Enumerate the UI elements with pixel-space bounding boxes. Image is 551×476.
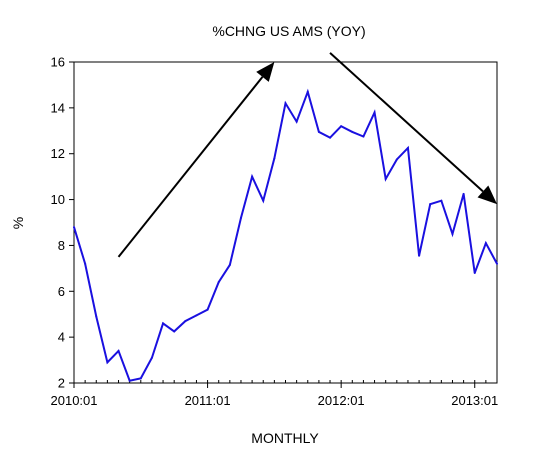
- y-tick-label: 14: [51, 100, 65, 115]
- annotation-layer: [117, 52, 497, 258]
- y-tick-label: 2: [58, 376, 65, 391]
- x-tick-label: 2013:01: [451, 393, 498, 408]
- data-point: [351, 130, 354, 133]
- data-point: [418, 254, 421, 257]
- data-point: [206, 308, 209, 311]
- x-tick-label: 2012:01: [318, 393, 365, 408]
- data-point: [273, 157, 276, 160]
- data-point: [484, 242, 487, 245]
- y-axis: 2 4 6 8 10 12 14 16: [51, 55, 74, 391]
- arrow-shaft: [117, 76, 264, 258]
- data-point: [106, 361, 109, 364]
- data-point: [73, 226, 75, 229]
- arrow-head: [256, 62, 275, 82]
- annotation-arrow-2: [329, 52, 497, 205]
- data-point: [128, 379, 131, 382]
- data-point: [117, 349, 120, 352]
- data-point: [384, 177, 387, 180]
- y-tick-label: 6: [58, 284, 65, 299]
- y-axis-label: %: [10, 217, 26, 229]
- data-point: [217, 281, 220, 284]
- annotation-arrow-1: [117, 62, 275, 258]
- x-axis: 2010:01 2011:01 2012:01 2013:01: [51, 380, 498, 408]
- data-point: [162, 322, 165, 325]
- x-tick-label: 2011:01: [185, 393, 231, 408]
- data-point: [184, 320, 187, 323]
- data-point: [262, 199, 265, 202]
- data-point: [284, 102, 287, 105]
- data-point: [95, 315, 98, 318]
- y-tick-label: 10: [51, 192, 65, 207]
- data-point: [239, 216, 242, 219]
- plot-frame: [73, 61, 498, 384]
- data-point: [395, 158, 398, 161]
- data-point: [295, 120, 298, 123]
- series-layer: [73, 88, 498, 382]
- data-point: [496, 262, 498, 265]
- data-point: [228, 263, 231, 266]
- data-point: [473, 271, 476, 274]
- data-point: [406, 146, 409, 149]
- data-point: [173, 330, 176, 333]
- y-tick-label: 8: [58, 238, 65, 253]
- data-point: [451, 232, 454, 235]
- data-point: [362, 135, 365, 138]
- data-point: [306, 90, 309, 93]
- data-point: [195, 314, 198, 317]
- y-tick-label: 16: [51, 55, 65, 70]
- arrow-shaft: [329, 52, 484, 193]
- data-point: [429, 203, 432, 206]
- chart-title: %CHNG US AMS (YOY): [212, 23, 365, 39]
- y-tick-label: 12: [51, 146, 65, 161]
- data-point: [462, 192, 465, 195]
- x-tick-label: 2010:01: [51, 393, 98, 408]
- x-axis-label: MONTHLY: [251, 430, 319, 446]
- data-point: [317, 130, 320, 133]
- data-point: [150, 356, 153, 359]
- y-tick-label: 4: [58, 330, 65, 345]
- data-point: [373, 111, 376, 114]
- data-point: [329, 136, 332, 139]
- data-point: [440, 199, 443, 202]
- data-point: [84, 262, 87, 265]
- data-point: [340, 125, 343, 128]
- series-line-1: [73, 88, 498, 382]
- arrow-head: [477, 185, 497, 205]
- data-point: [251, 175, 254, 178]
- data-point: [139, 377, 142, 380]
